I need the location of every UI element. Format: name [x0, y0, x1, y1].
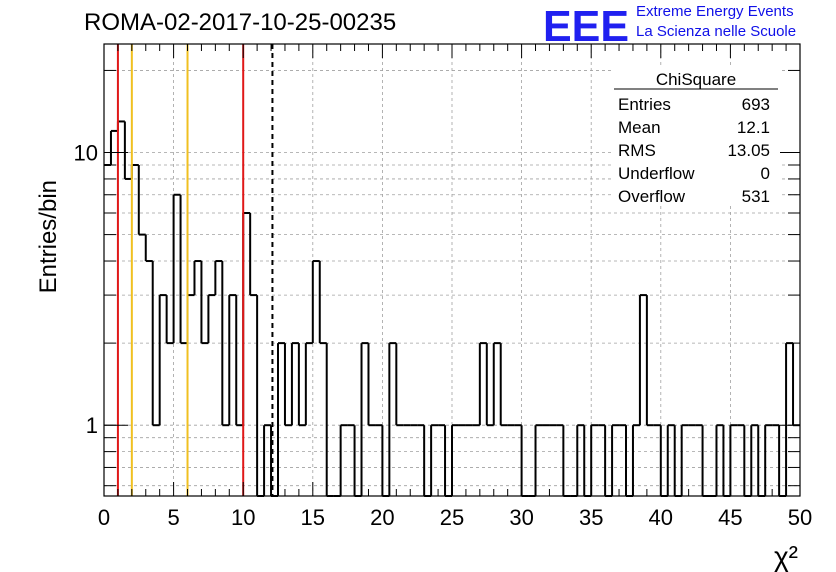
- x-tick-label: 0: [98, 505, 110, 530]
- stats-title: ChiSquare: [656, 70, 736, 89]
- stats-value: 693: [742, 95, 770, 114]
- x-tick-label: 25: [440, 505, 464, 530]
- stats-label: Entries: [618, 95, 671, 114]
- chart-title: ROMA-02-2017-10-25-00235: [84, 9, 397, 36]
- x-tick-label: 5: [167, 505, 179, 530]
- x-tick-label: 35: [579, 505, 603, 530]
- x-tick-label: 30: [509, 505, 533, 530]
- x-tick-label: 40: [649, 505, 673, 530]
- stats-label: RMS: [618, 141, 656, 160]
- stats-label: Underflow: [618, 164, 695, 183]
- stats-value: 531: [742, 187, 770, 206]
- x-tick-label: 50: [788, 505, 812, 530]
- eee-logo: EEE: [543, 4, 629, 44]
- y-tick-label: 10: [74, 141, 98, 166]
- stats-value: 0: [761, 164, 770, 183]
- org-name: Extreme Energy Events: [636, 3, 794, 20]
- stats-value: 12.1: [737, 118, 770, 137]
- y-tick-label: 1: [86, 413, 98, 438]
- stats-label: Mean: [618, 118, 661, 137]
- axis-ticks: 0 5 10 15 20 25 30 35 40 45 50 1 10: [74, 44, 812, 530]
- stats-box: ChiSquare Entries 693 Mean 12.1 RMS 13.05 Under…: [612, 66, 780, 206]
- org-subtitle: La Scienza nelle Scuole: [636, 23, 797, 40]
- x-axis-label: χ²: [774, 541, 798, 572]
- x-tick-label: 45: [718, 505, 742, 530]
- stats-label: Overflow: [618, 187, 686, 206]
- cut-lines: [116, 44, 274, 496]
- svg-text:EEE: EEE: [543, 4, 629, 44]
- x-tick-label: 15: [301, 505, 325, 530]
- x-tick-label: 10: [231, 505, 255, 530]
- stats-value: 13.05: [727, 141, 770, 160]
- x-tick-label: 20: [370, 505, 394, 530]
